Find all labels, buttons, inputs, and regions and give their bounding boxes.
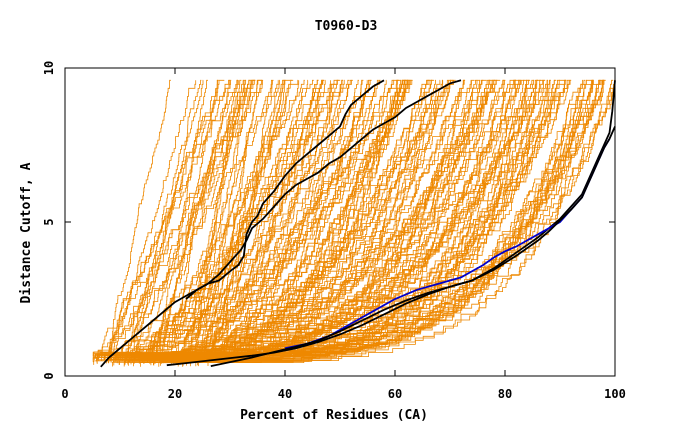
background-model-line [112, 79, 566, 367]
background-model-line [169, 79, 521, 357]
background-model-line [111, 79, 454, 359]
background-model-line [110, 80, 197, 362]
background-model-line [207, 79, 380, 366]
series-line-5 [210, 126, 616, 367]
background-model-line [178, 79, 548, 363]
background-model-line [113, 79, 472, 362]
background-model-line [92, 79, 604, 357]
x-tick-label: 40 [278, 387, 292, 401]
x-tick-label: 60 [388, 387, 402, 401]
background-model-line [139, 79, 341, 363]
axis-ticks: 0 20 40 60 80 100 0 5 10 [42, 61, 626, 401]
background-model-line [133, 79, 413, 367]
background-model-line [106, 79, 238, 364]
x-axis-label: Percent of Residues (CA) [240, 408, 428, 423]
background-model-line [150, 79, 571, 366]
background-model-line [113, 79, 395, 366]
background-model-line [205, 79, 350, 357]
background-model-line [97, 79, 593, 359]
background-model-line [92, 79, 400, 362]
background-model-line [108, 79, 319, 364]
background-model-line [93, 79, 538, 365]
background-model-line [104, 79, 604, 359]
background-model-line [120, 79, 232, 360]
background-model-line [146, 79, 498, 361]
background-model-line [210, 79, 548, 357]
background-model-line [139, 80, 616, 361]
background-model-line [94, 79, 538, 358]
y-tick-label: 5 [42, 218, 56, 225]
background-model-line [116, 79, 525, 364]
background-model-line [200, 79, 352, 361]
background-model-line [124, 79, 202, 365]
background-model-line [198, 79, 339, 357]
background-model-line [143, 79, 299, 362]
background-model-line [114, 79, 466, 359]
background-model-line [119, 79, 569, 365]
chart-title: T0960-D3 [315, 19, 378, 34]
background-model-line [160, 79, 430, 359]
series-line-1 [100, 79, 385, 368]
background-model-line [204, 79, 528, 362]
background-model-line [96, 79, 264, 364]
x-tick-label: 80 [498, 387, 512, 401]
series-line-2 [185, 79, 462, 300]
background-model-line [179, 79, 615, 365]
background-model-line [150, 79, 252, 358]
background-model-line [98, 79, 279, 361]
background-model-line [95, 79, 535, 359]
y-tick-label: 10 [42, 61, 56, 75]
background-model-line [103, 79, 171, 360]
background-model-line [181, 79, 359, 363]
background-model-line [95, 79, 516, 358]
y-tick-label: 0 [42, 372, 56, 379]
background-model-line [178, 79, 343, 359]
background-model-line [192, 79, 250, 360]
highlighted-series [100, 79, 616, 368]
background-model-line [92, 79, 497, 358]
background-model-line [159, 79, 551, 363]
background-model-line [92, 80, 263, 363]
x-tick-label: 0 [61, 387, 68, 401]
background-model-line [166, 79, 387, 361]
background-model-line [110, 79, 255, 363]
y-axis-label: Distance Cutoff, A [19, 162, 34, 303]
background-model-line [146, 79, 475, 361]
background-model-line [106, 79, 364, 362]
background-model-line [141, 79, 345, 359]
background-model-line [119, 79, 244, 358]
x-tick-label: 20 [168, 387, 182, 401]
background-model-line [143, 79, 531, 363]
background-model-line [114, 79, 487, 362]
background-model-line [197, 79, 614, 358]
background-model-line [96, 79, 401, 359]
background-model-line [114, 79, 256, 362]
background-model-line [137, 80, 616, 360]
background-model-line [96, 79, 465, 362]
background-model-line [104, 79, 441, 360]
background-model-line [146, 79, 363, 358]
background-model-line [115, 79, 325, 362]
background-model-curves [92, 79, 616, 367]
x-tick-label: 100 [604, 387, 626, 401]
background-model-line [133, 79, 204, 364]
background-model-line [133, 79, 247, 360]
background-model-line [125, 79, 516, 363]
background-model-line [159, 79, 433, 358]
background-model-line [138, 79, 353, 364]
